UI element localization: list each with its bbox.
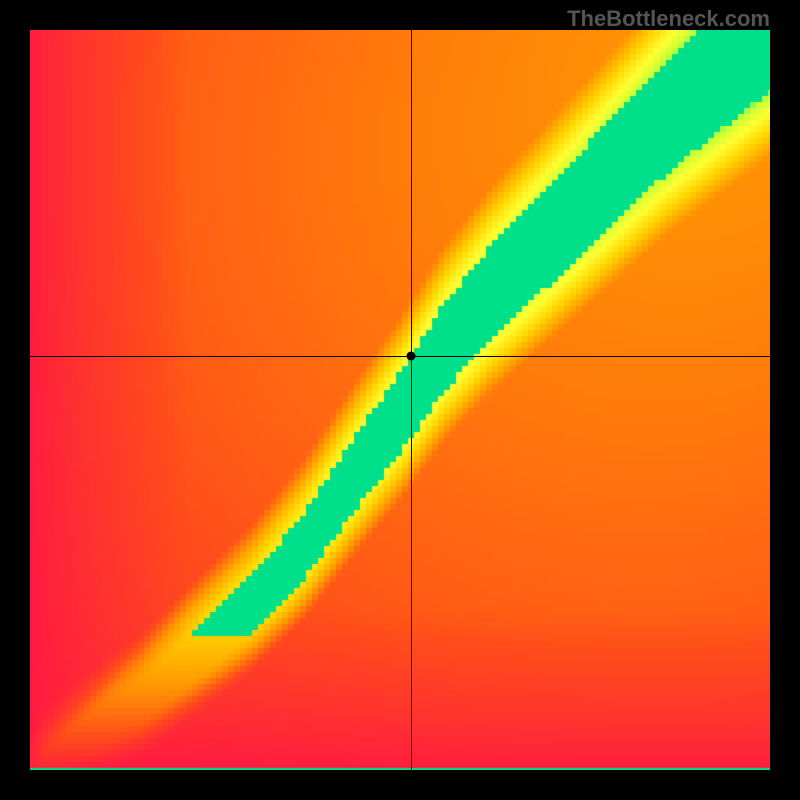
heatmap-plot — [30, 30, 770, 770]
heatmap-canvas — [30, 30, 770, 770]
crosshair-horizontal — [30, 356, 770, 357]
crosshair-marker — [407, 351, 416, 360]
crosshair-vertical — [411, 30, 412, 770]
watermark-text: TheBottleneck.com — [567, 6, 770, 32]
